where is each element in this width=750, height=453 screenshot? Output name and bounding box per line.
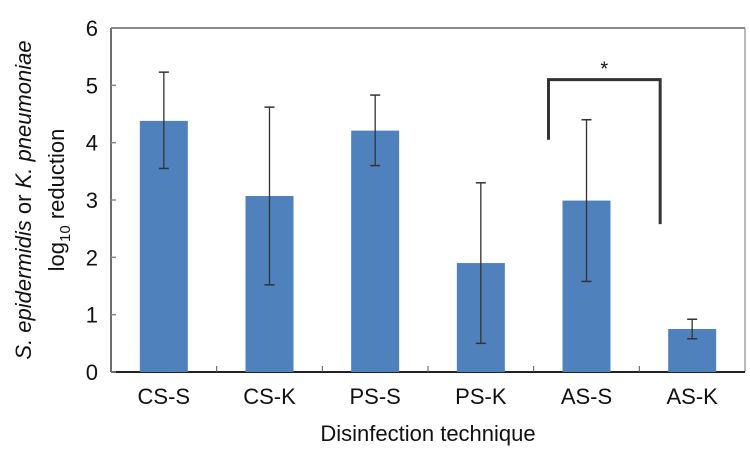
- y-axis-title-reduction: reduction: [44, 129, 69, 226]
- y-tick-label: 6: [86, 16, 98, 41]
- x-tick-label: AS-K: [666, 384, 718, 409]
- x-tick-label: CS-S: [138, 384, 191, 409]
- y-tick-label: 5: [86, 73, 98, 98]
- y-axis-title-group: S. epidermidis or K. pneumoniae log10 red…: [11, 40, 74, 359]
- x-tick-label: PS-S: [349, 384, 400, 409]
- y-axis-title-part: S. epidermidis: [11, 220, 36, 359]
- y-axis-title-log: log: [44, 242, 69, 271]
- y-axis-title-part: or: [11, 188, 36, 220]
- significance-asterisk: *: [600, 59, 608, 81]
- bars-group: [139, 120, 717, 372]
- y-axis-title-line2: log10 reduction: [44, 129, 74, 272]
- bar-ps-s: [351, 130, 400, 372]
- significance-bracket: [547, 78, 662, 225]
- y-tick-label: 2: [86, 245, 98, 270]
- x-axis-ticks: CS-S CS-K PS-S PS-K AS-S AS-K: [138, 366, 718, 409]
- x-tick-label: AS-S: [561, 384, 612, 409]
- x-tick-label: PS-K: [455, 384, 507, 409]
- y-axis-ticks: 0 1 2 3 4 5 6: [86, 16, 116, 385]
- y-tick-label: 4: [86, 131, 98, 156]
- x-tick-label: CS-K: [243, 384, 296, 409]
- y-tick-label: 0: [86, 360, 98, 385]
- y-axis-title-subscript: 10: [57, 225, 74, 242]
- y-tick-label: 1: [86, 303, 98, 328]
- annotations-group: *: [547, 59, 662, 225]
- y-axis-title-line1: S. epidermidis or K. pneumoniae: [11, 40, 36, 359]
- y-axis-title: S. epidermidis or K. pneumoniae log10 red…: [11, 40, 74, 359]
- y-axis-title-part: K. pneumoniae: [11, 40, 36, 188]
- error-bars-group: [158, 71, 698, 345]
- x-axis-title: Disinfection technique: [320, 421, 535, 446]
- y-tick-label: 3: [86, 188, 98, 213]
